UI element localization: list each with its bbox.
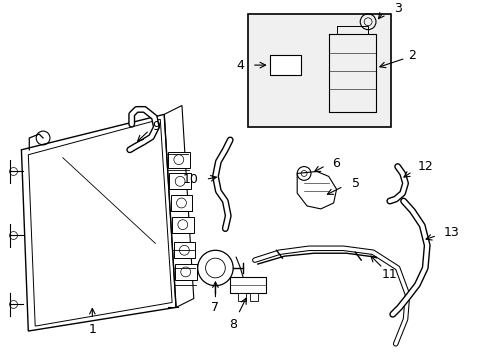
Text: 6: 6 xyxy=(331,157,339,170)
Text: 11: 11 xyxy=(381,269,397,282)
Text: 7: 7 xyxy=(211,301,219,314)
Bar xyxy=(230,277,265,293)
Bar xyxy=(168,152,189,167)
Text: 8: 8 xyxy=(229,318,237,330)
Bar xyxy=(238,293,245,301)
Text: 2: 2 xyxy=(407,49,415,62)
Bar xyxy=(169,174,191,189)
Text: 3: 3 xyxy=(393,3,401,15)
Bar xyxy=(173,242,195,258)
Bar xyxy=(170,195,192,211)
Text: 1: 1 xyxy=(88,323,96,336)
Text: 4: 4 xyxy=(236,59,244,72)
Text: 13: 13 xyxy=(443,226,459,239)
Text: 12: 12 xyxy=(416,160,432,173)
Text: 9: 9 xyxy=(152,120,160,133)
Bar xyxy=(249,293,257,301)
Bar xyxy=(269,55,301,75)
Text: 10: 10 xyxy=(183,173,198,186)
Bar xyxy=(175,264,196,280)
Bar xyxy=(247,14,390,127)
Bar xyxy=(172,217,193,233)
Text: 5: 5 xyxy=(351,177,360,190)
